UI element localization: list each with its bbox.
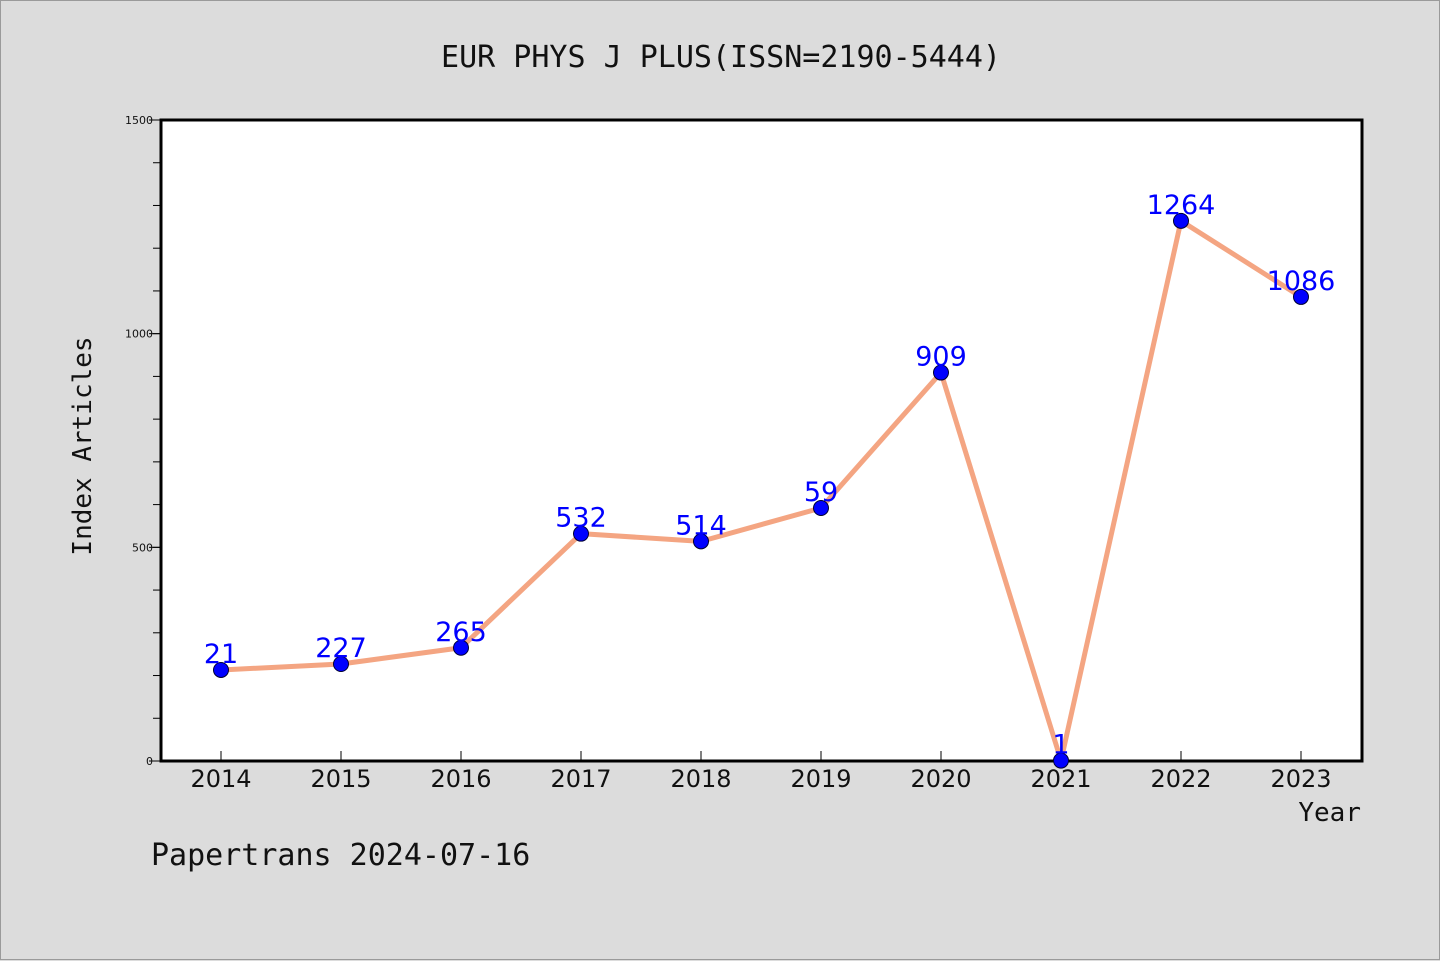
data-label: 227	[315, 633, 367, 664]
data-label: 265	[435, 617, 487, 648]
x-tick-label: 2019	[790, 765, 851, 793]
data-label: 1264	[1147, 190, 1216, 221]
y-tick-label: 500	[132, 541, 153, 554]
data-point	[1173, 212, 1189, 229]
data-point	[573, 525, 589, 542]
data-point	[333, 655, 349, 672]
data-point	[1053, 752, 1069, 769]
series-markers	[213, 212, 1309, 769]
x-tick-label: 2023	[1270, 765, 1331, 793]
data-point	[453, 639, 469, 656]
series-line	[220, 218, 1303, 764]
y-axis-label: Index Articles	[68, 336, 98, 555]
x-tick-label: 2016	[430, 765, 491, 793]
x-axis-label: Year	[1298, 798, 1361, 828]
x-tick-label: 2021	[1030, 765, 1091, 793]
x-tick-label: 2018	[670, 765, 731, 793]
footer-text: Papertrans 2024-07-16	[151, 838, 530, 873]
x-tick-label: 2017	[550, 765, 611, 793]
data-point	[1293, 288, 1309, 305]
y-tick-label: 0	[146, 755, 153, 768]
x-tick-label: 2022	[1150, 765, 1211, 793]
plot-area	[159, 118, 1364, 763]
data-label: 59	[804, 477, 838, 508]
x-tick-label: 2015	[310, 765, 371, 793]
x-tick-label: 2014	[190, 765, 251, 793]
y-tick-label: 1000	[125, 328, 153, 341]
data-point	[693, 533, 709, 550]
y-axis-ticks: 0 500 1000 1500	[125, 114, 161, 768]
data-label: 21	[204, 639, 238, 670]
data-label: 1	[1052, 730, 1069, 761]
data-point	[213, 661, 229, 678]
data-label: 532	[555, 503, 607, 534]
data-label: 909	[915, 342, 967, 373]
data-point	[813, 500, 829, 517]
data-label: 1086	[1267, 266, 1336, 297]
data-point	[933, 364, 949, 381]
chart-title: EUR PHYS J PLUS(ISSN=2190-5444)	[441, 40, 1001, 75]
x-axis-ticks: 2014 2015 2016 2017 2018 2019 2020 2021 2022 2023	[190, 751, 1332, 793]
y-tick-label: 1500	[125, 114, 153, 127]
data-label: 514	[675, 510, 727, 541]
data-labels: 21 227 265 532 514 59 909 1 1264 1086	[204, 190, 1336, 761]
x-tick-label: 2020	[910, 765, 971, 793]
